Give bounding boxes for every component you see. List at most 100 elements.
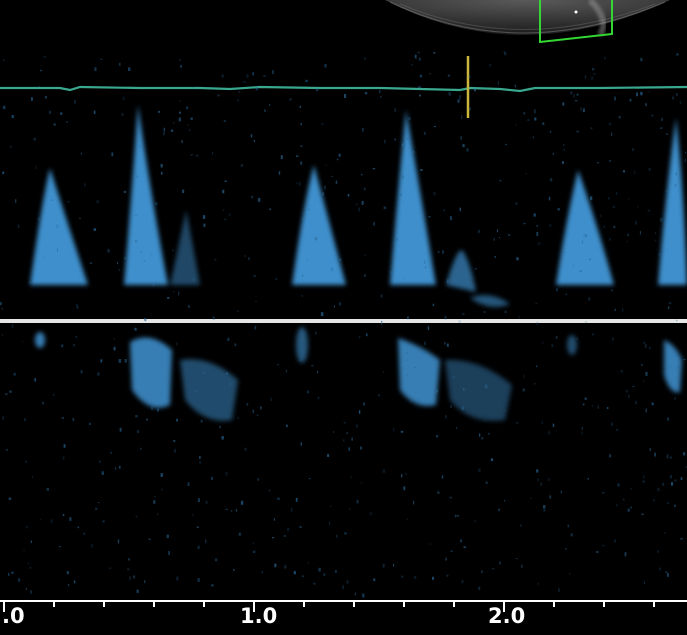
- speckle: [588, 297, 591, 301]
- speckle: [612, 205, 616, 209]
- speckle: [674, 504, 676, 507]
- speckle: [360, 482, 363, 484]
- speckle: [563, 144, 565, 147]
- speckle: [179, 111, 181, 114]
- speckle: [30, 540, 32, 543]
- speckle: [492, 567, 495, 570]
- speckle: [284, 565, 287, 569]
- speckle: [603, 226, 605, 228]
- speckle: [139, 145, 141, 148]
- speckle: [363, 402, 366, 406]
- speckle: [264, 109, 266, 112]
- speckle: [484, 420, 486, 422]
- speckle: [604, 56, 606, 60]
- speckle: [63, 444, 66, 448]
- speckle: [252, 72, 254, 76]
- speckle: [614, 96, 616, 101]
- speckle: [44, 96, 47, 99]
- speckle: [418, 86, 421, 88]
- speckle: [253, 140, 255, 142]
- speckle: [310, 196, 311, 200]
- speckle: [461, 406, 464, 411]
- speckle: [224, 180, 227, 182]
- speckle: [335, 180, 338, 185]
- speckle: [582, 403, 585, 406]
- speckle: [508, 234, 511, 236]
- speckle: [535, 302, 538, 304]
- speckle: [381, 320, 383, 325]
- speckle: [423, 131, 426, 135]
- speckle: [498, 508, 500, 512]
- speckle: [253, 550, 256, 553]
- speckle: [37, 217, 41, 221]
- speckle: [534, 117, 537, 121]
- speckle: [117, 539, 120, 544]
- speckle: [260, 406, 262, 410]
- speckle: [224, 218, 226, 221]
- speckle: [435, 389, 438, 393]
- speckle: [547, 478, 550, 481]
- speckle: [225, 372, 229, 375]
- speckle: [649, 447, 651, 452]
- speckle: [536, 365, 538, 368]
- speckle: [380, 294, 383, 298]
- speckle: [665, 190, 669, 192]
- speckle: [641, 364, 643, 366]
- speckle: [160, 163, 163, 168]
- speckle: [348, 508, 351, 510]
- speckle: [134, 327, 137, 331]
- speckle: [283, 535, 286, 537]
- speckle: [671, 482, 674, 486]
- speckle: [257, 197, 261, 202]
- speckle: [153, 500, 156, 504]
- speckle: [52, 393, 55, 396]
- speckle: [252, 542, 255, 544]
- speckle: [338, 153, 341, 157]
- speckle-noise: [0, 51, 687, 598]
- speckle: [84, 183, 86, 187]
- speckle: [205, 500, 208, 504]
- speckle: [275, 277, 278, 281]
- speckle: [499, 180, 502, 182]
- speckle: [620, 370, 623, 373]
- speckle: [382, 371, 384, 373]
- speckle: [323, 573, 326, 576]
- speckle: [42, 256, 45, 259]
- speckle: [10, 145, 12, 148]
- speckle: [330, 505, 332, 507]
- speckle: [543, 505, 546, 509]
- speckle: [400, 430, 404, 433]
- speckle: [73, 580, 76, 584]
- speckle: [533, 213, 536, 217]
- speckle: [406, 352, 408, 354]
- speckle: [211, 584, 214, 587]
- speckle: [574, 100, 578, 102]
- speckle: [60, 203, 62, 207]
- speckle: [22, 341, 24, 343]
- speckle: [351, 437, 353, 441]
- speckle: [461, 262, 463, 265]
- speckle: [516, 422, 519, 424]
- speckle: [649, 346, 651, 350]
- speckle: [273, 518, 276, 521]
- speckle: [96, 200, 99, 204]
- speckle: [200, 419, 203, 423]
- speckle: [442, 250, 444, 254]
- speckle: [211, 476, 213, 480]
- speckle: [515, 123, 517, 126]
- speckle: [172, 291, 175, 293]
- speckle: [664, 531, 666, 534]
- speckle: [461, 115, 463, 120]
- speckle: [356, 500, 359, 504]
- speckle: [503, 51, 505, 53]
- speckle: [406, 374, 408, 377]
- speckle: [393, 427, 395, 432]
- speckle: [616, 504, 618, 507]
- speckle: [160, 473, 163, 477]
- speckle: [433, 126, 436, 128]
- speckle: [109, 567, 112, 569]
- speckle: [627, 233, 629, 237]
- speckle: [315, 331, 317, 335]
- speckle: [640, 91, 643, 96]
- speckle: [644, 581, 645, 584]
